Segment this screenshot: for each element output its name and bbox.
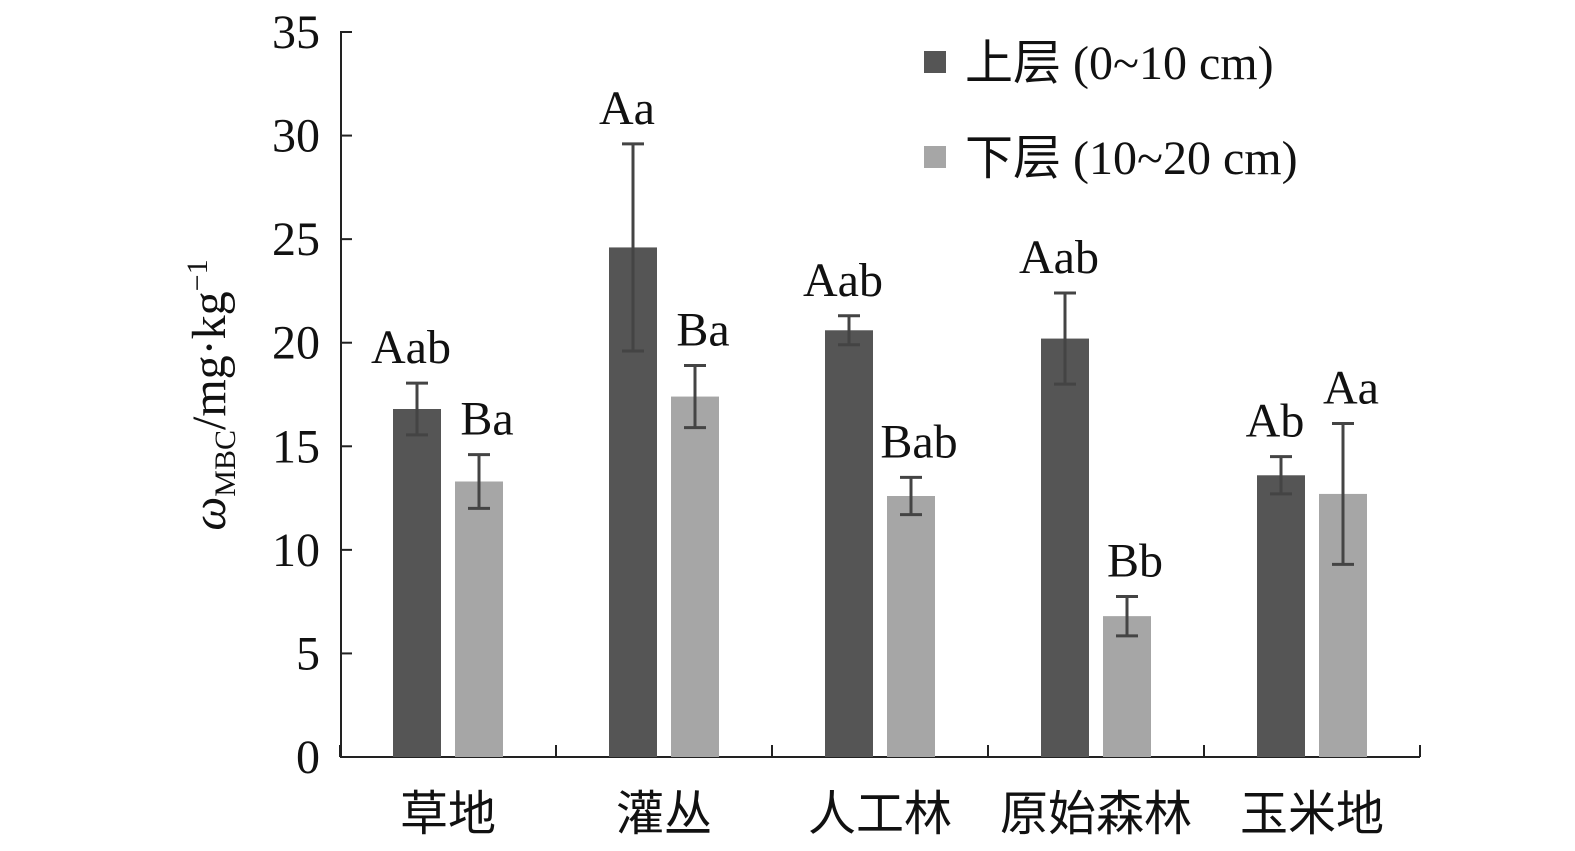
- error-bar: [622, 142, 644, 353]
- error-bar: [406, 381, 428, 437]
- y-tick-label: 10: [272, 524, 320, 577]
- data-label: Aab: [803, 254, 883, 307]
- data-label: Ba: [460, 393, 513, 446]
- error-bar: [1332, 422, 1354, 566]
- y-label-unit: /mg·kg: [183, 291, 236, 430]
- data-label: Aa: [599, 82, 655, 135]
- legend-label: 下层 (10~20 cm): [965, 132, 1298, 185]
- y-tick-label: 35: [272, 6, 320, 59]
- bar: [825, 330, 873, 757]
- y-tick-label: 20: [272, 317, 320, 370]
- y-label-superscript: −1: [181, 259, 214, 291]
- bar: [455, 481, 503, 757]
- data-label: Aab: [1019, 231, 1099, 284]
- y-tick-label: 5: [296, 627, 320, 680]
- error-bar: [468, 453, 490, 510]
- legend-swatch: [924, 146, 946, 168]
- legend-swatch: [924, 51, 946, 73]
- bar: [1257, 475, 1305, 757]
- x-tick-label: 玉米地: [1240, 788, 1384, 841]
- data-label: Ba: [676, 304, 729, 357]
- error-bar: [900, 475, 922, 517]
- data-label: Aa: [1323, 362, 1379, 415]
- error-bar: [1116, 594, 1138, 638]
- error-bar: [1270, 455, 1292, 496]
- x-tick-label: 原始森林: [1000, 788, 1192, 841]
- y-axis-label: ωMBC/mg·kg−1: [181, 259, 242, 530]
- error-bar: [684, 364, 706, 430]
- bar: [393, 409, 441, 757]
- error-bar: [838, 314, 860, 347]
- y-tick-label: 30: [272, 110, 320, 163]
- bar: [887, 496, 935, 757]
- bar: [1041, 338, 1089, 757]
- data-label: Ab: [1246, 395, 1305, 448]
- x-tick-label: 灌丛: [616, 788, 712, 841]
- error-bar: [1054, 291, 1076, 386]
- data-label: Bb: [1107, 534, 1163, 587]
- data-label: Aab: [371, 321, 451, 374]
- y-label-symbol: ω: [183, 497, 236, 531]
- x-tick-label: 人工林: [808, 788, 952, 841]
- legend-label: 上层 (0~10 cm): [965, 37, 1274, 90]
- x-tick-label: 草地: [400, 788, 496, 841]
- y-label-subscript: MBC: [209, 430, 242, 497]
- data-label: Bab: [880, 415, 957, 468]
- y-tick-label: 15: [272, 420, 320, 473]
- bar: [1103, 616, 1151, 757]
- bar: [671, 396, 719, 757]
- y-tick-label: 25: [272, 213, 320, 266]
- y-tick-label: 0: [296, 731, 320, 784]
